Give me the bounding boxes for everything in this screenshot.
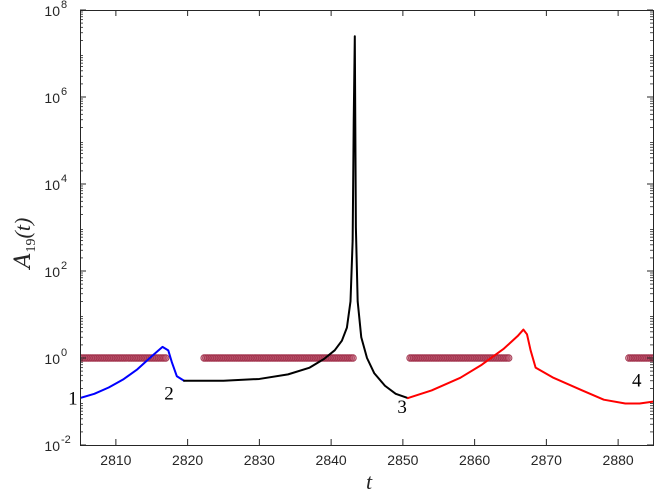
x-tick-label: 2870 [531,452,562,468]
plot-area-frame [80,10,654,446]
series-line-1 [80,345,186,400]
marker-point [505,354,513,362]
y-axis-label-rest: (t) [10,218,35,239]
series-line-3 [406,328,654,405]
marker-layer [80,354,654,362]
y-tick-exponent: 6 [61,86,67,98]
point-annotation: 3 [397,397,407,418]
x-tick-label: 2850 [387,452,418,468]
x-tick-label: 2830 [244,452,275,468]
point-annotation: 1 [68,389,78,410]
marker-point [349,354,357,362]
x-tick-label: 2820 [172,452,203,468]
y-tick-label: 10 [44,3,60,19]
y-tick-label: 10 [44,90,60,106]
y-tick-label: 10 [44,351,60,367]
point-annotation: 2 [164,384,174,405]
x-tick-label: 2840 [316,452,347,468]
y-tick-exponent: -2 [61,434,71,446]
point-annotation: 4 [632,371,642,392]
y-axis-label-sub: 19 [24,238,39,252]
marker-point [162,354,170,362]
y-axis-label-main: A [11,252,36,270]
y-axis-label: A19(t) [10,218,39,271]
y-tick-exponent: 4 [61,173,67,185]
x-tick-label: 2860 [459,452,490,468]
series-layer [80,35,654,405]
x-tick-label: 2810 [100,452,131,468]
y-tick-label: 10 [44,438,60,454]
y-tick-label: 10 [44,177,60,193]
y-tick-exponent: 2 [61,260,67,272]
y-tick-exponent: 8 [61,0,67,11]
x-tick-label: 2880 [603,452,634,468]
x-axis-label: t [366,469,373,494]
y-tick-label: 10 [44,264,60,280]
annotation-layer: 1 2 3 4 [68,371,642,418]
series-line-2 [183,35,409,400]
y-tick-exponent: 0 [61,347,67,359]
